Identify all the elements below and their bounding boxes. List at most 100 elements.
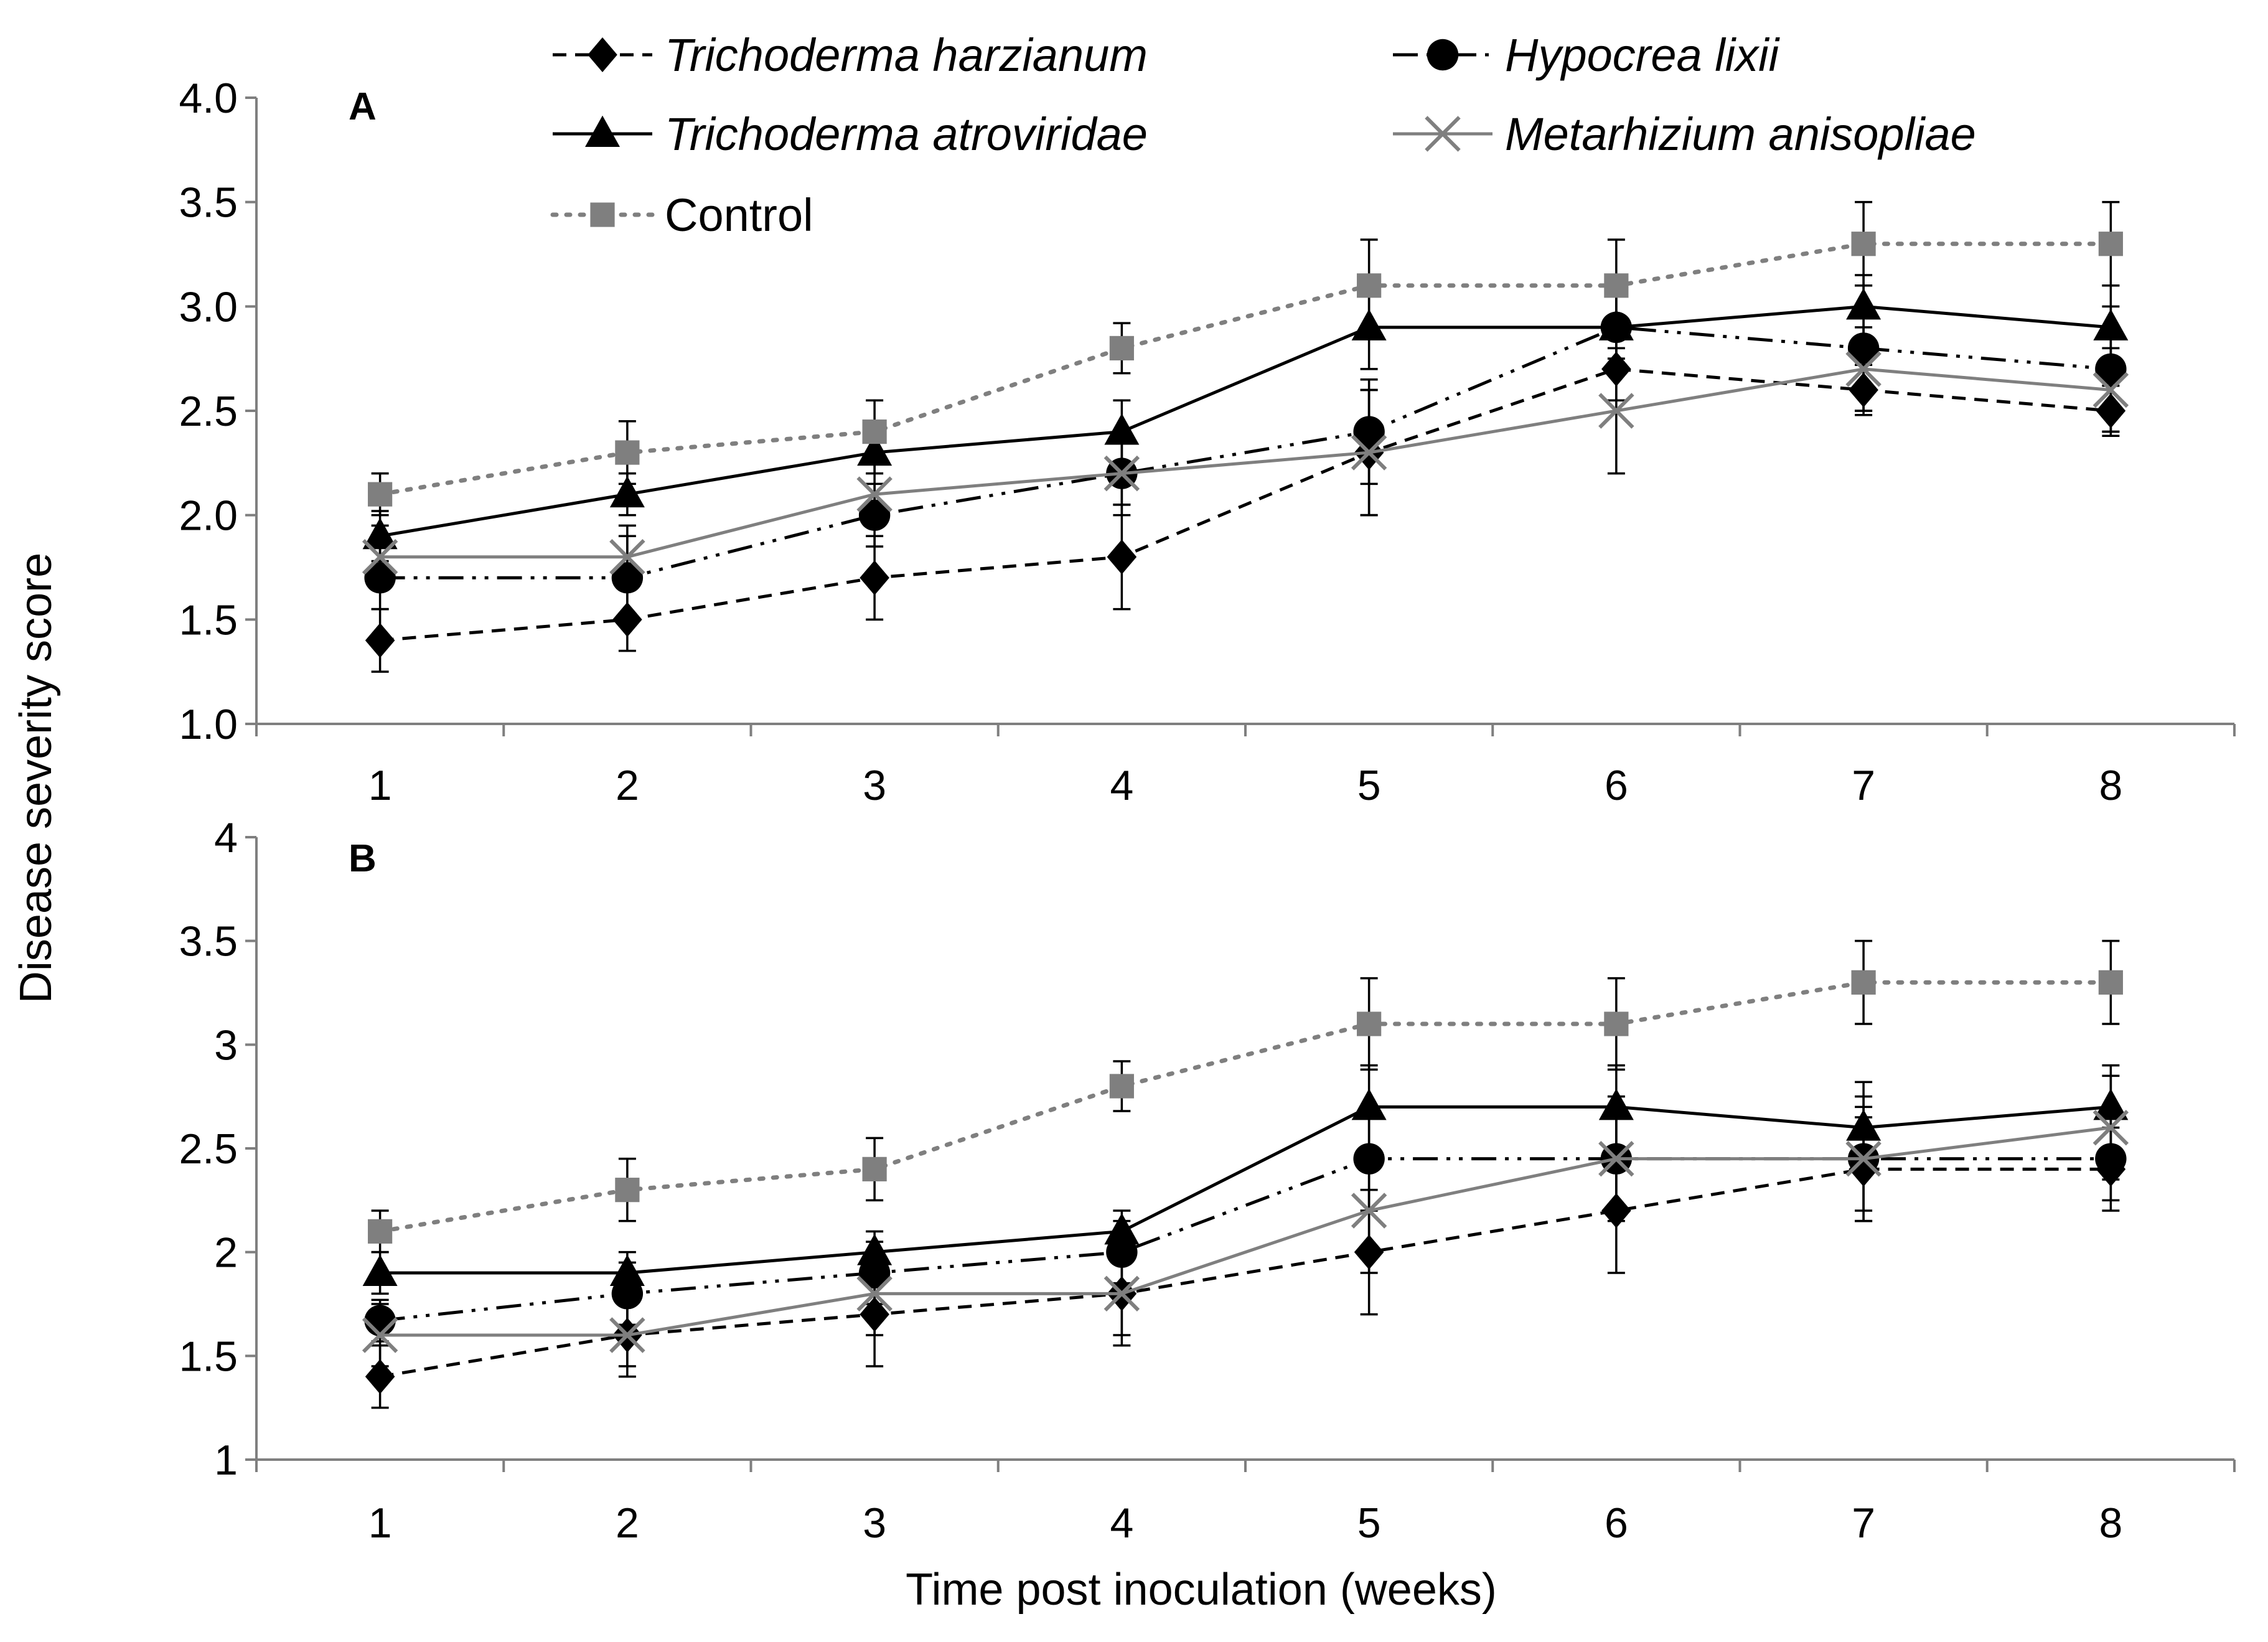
data-point (1357, 1011, 1382, 1036)
panel-label: B (349, 837, 377, 880)
series-trichoderma-atroviridae (362, 274, 2129, 563)
data-point (862, 1156, 887, 1181)
series-hypocrea-lixii (364, 1105, 2127, 1343)
data-point (860, 560, 889, 596)
legend-marker (1427, 39, 1459, 71)
data-point (1104, 1213, 1140, 1245)
x-tick-label: 6 (1605, 762, 1628, 809)
legend-item-hypocrea-lixii: Hypocrea lixii (1393, 29, 1781, 81)
data-point (365, 1359, 395, 1394)
x-tick-label: 8 (2099, 1499, 2122, 1547)
x-tick-label: 1 (368, 1499, 392, 1547)
data-point (365, 622, 395, 658)
legend: Trichoderma harzianum Hypocrea lixii Trich… (550, 29, 1976, 241)
data-point (362, 1317, 398, 1353)
data-point (1846, 288, 1881, 320)
data-point (1109, 335, 1134, 360)
series-line (380, 367, 2111, 642)
x-tick-label: 4 (1110, 762, 1133, 809)
data-point (1604, 273, 1629, 298)
panel-label: A (349, 85, 377, 128)
data-point (2093, 309, 2129, 340)
series-line (380, 326, 2111, 579)
data-point (1598, 1140, 1634, 1177)
data-point (1845, 1140, 1881, 1177)
data-point (609, 1254, 645, 1286)
panel-a: 1.0 1.5 2.0 2.5 3.0 3.5 4.0 1 2 3 4 5 6 7 8 A (179, 75, 2236, 809)
x-tick-label: 5 (1357, 1499, 1381, 1547)
legend-marker (1425, 116, 1461, 152)
y-tick-label: 3.0 (179, 283, 238, 331)
data-point (362, 539, 398, 575)
series-line (378, 980, 2113, 1234)
legend-label: Hypocrea lixii (1505, 29, 1781, 81)
legend-item-control: Control (550, 189, 813, 241)
data-point (609, 1317, 645, 1353)
series-line (378, 242, 2113, 497)
data-point (1104, 1275, 1140, 1312)
data-point (609, 539, 645, 575)
data-point (1104, 413, 1140, 445)
legend-marker (588, 37, 617, 72)
x-tick-label: 2 (616, 762, 639, 809)
data-point (2098, 232, 2123, 256)
legend-marker (585, 115, 620, 147)
x-tick-label: 1 (368, 762, 392, 809)
data-point (2098, 970, 2123, 995)
y-tick-label: 2.5 (179, 388, 238, 435)
series-metarhizium-anisopliae (362, 326, 2129, 589)
x-tick-label: 2 (616, 1499, 639, 1547)
data-point (1604, 1011, 1629, 1036)
x-tick-label: 7 (1852, 762, 1875, 809)
legend-item-trichoderma-atroviridae: Trichoderma atroviridae (553, 108, 1148, 160)
y-tick-label: 4.0 (179, 75, 238, 122)
y-tick-label: 3.5 (179, 179, 238, 227)
legend-item-metarhizium-anisopliae: Metarhizium anisopliae (1393, 108, 1976, 160)
data-point (1351, 1088, 1387, 1120)
data-point (856, 476, 893, 512)
series-control (368, 939, 2123, 1254)
legend-label: Control (665, 189, 813, 241)
y-tick-label: 1 (214, 1437, 238, 1484)
series-line (380, 1167, 2111, 1379)
y-tick-label: 3 (214, 1021, 238, 1069)
series-metarhizium-anisopliae (362, 1074, 2129, 1368)
data-point (2092, 1109, 2129, 1146)
data-point (1104, 455, 1140, 492)
data-point (1851, 970, 1876, 995)
series-line (380, 304, 2111, 538)
data-point (1357, 273, 1382, 298)
x-tick-label: 3 (863, 1499, 886, 1547)
y-tick-label: 4 (214, 814, 238, 861)
data-point (615, 1178, 640, 1203)
x-tick-label: 4 (1110, 1499, 1133, 1547)
data-point (368, 482, 393, 507)
x-axis-title: Time post inoculation (weeks) (906, 1565, 1497, 1615)
legend-item-trichoderma-harzianum: Trichoderma harzianum (553, 29, 1148, 81)
legend-label: Trichoderma harzianum (665, 29, 1148, 81)
data-point (1107, 539, 1137, 575)
x-tick-label: 8 (2099, 762, 2122, 809)
data-point (1598, 393, 1634, 429)
y-tick-label: 1.5 (179, 596, 238, 644)
series-control (368, 200, 2123, 517)
data-point (1845, 351, 1881, 387)
data-point (2092, 372, 2129, 408)
series-line (380, 367, 2111, 559)
y-tick-label: 1.5 (179, 1333, 238, 1380)
series-line (380, 1105, 2111, 1275)
panel-b: 1 1.5 2 2.5 3 3.5 4 1 2 3 4 5 6 7 8 B (179, 814, 2236, 1547)
x-tick-label: 7 (1852, 1499, 1875, 1547)
x-tick-label: 3 (863, 762, 886, 809)
series-line (380, 1126, 2111, 1337)
x-tick-label: 6 (1605, 1499, 1628, 1547)
data-point (1109, 1074, 1134, 1099)
data-point (1351, 434, 1387, 471)
data-point (615, 440, 640, 465)
legend-label: Trichoderma atroviridae (665, 108, 1148, 160)
y-tick-label: 2 (214, 1229, 238, 1277)
y-tick-label: 2.5 (179, 1125, 238, 1173)
series-trichoderma-atroviridae (362, 1064, 2129, 1295)
